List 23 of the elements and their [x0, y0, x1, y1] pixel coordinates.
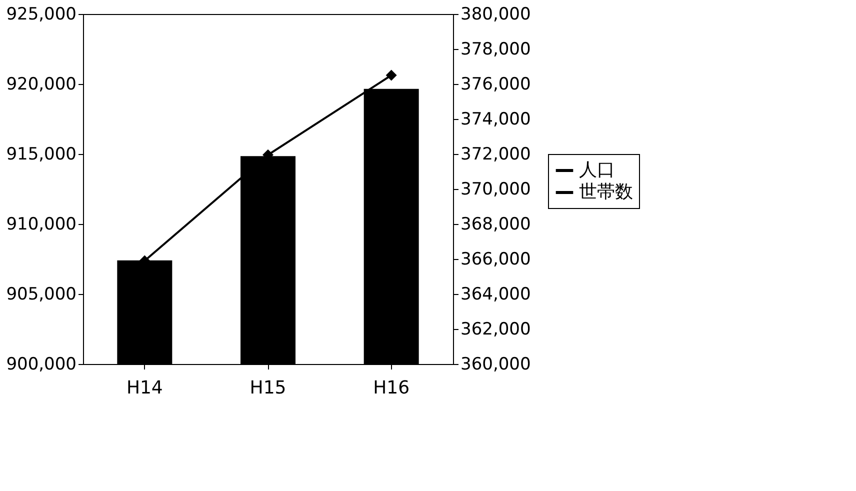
y2-tick-label: 372,000 — [460, 144, 531, 164]
y2-tick-label: 376,000 — [460, 74, 531, 94]
y-tick-label: 915,000 — [6, 144, 76, 164]
y2-tick-label: 360,000 — [460, 354, 531, 374]
y2-tick-label: 368,000 — [460, 214, 531, 234]
x-tick-label: H15 — [250, 378, 286, 398]
legend-label: 世帯数 — [579, 182, 633, 202]
x-tick-label: H14 — [126, 378, 163, 398]
y-tick-label: 905,000 — [6, 284, 76, 304]
y2-tick-label: 364,000 — [460, 284, 531, 304]
legend-label: 人口 — [579, 160, 615, 180]
y2-tick-label: 366,000 — [460, 250, 531, 270]
y-tick-label: 920,000 — [6, 74, 76, 94]
y-tick-label: 910,000 — [6, 214, 76, 234]
y2-tick-label: 374,000 — [460, 110, 531, 130]
x-tick-label: H16 — [373, 378, 410, 398]
y2-tick-label: 378,000 — [460, 40, 531, 60]
y2-tick-label: 370,000 — [460, 180, 531, 200]
y2-tick-label: 380,000 — [460, 4, 531, 24]
point — [386, 70, 397, 81]
y-tick-label: 900,000 — [6, 354, 76, 374]
y-tick-label: 925,000 — [6, 4, 76, 24]
y2-tick-label: 362,000 — [460, 320, 531, 340]
